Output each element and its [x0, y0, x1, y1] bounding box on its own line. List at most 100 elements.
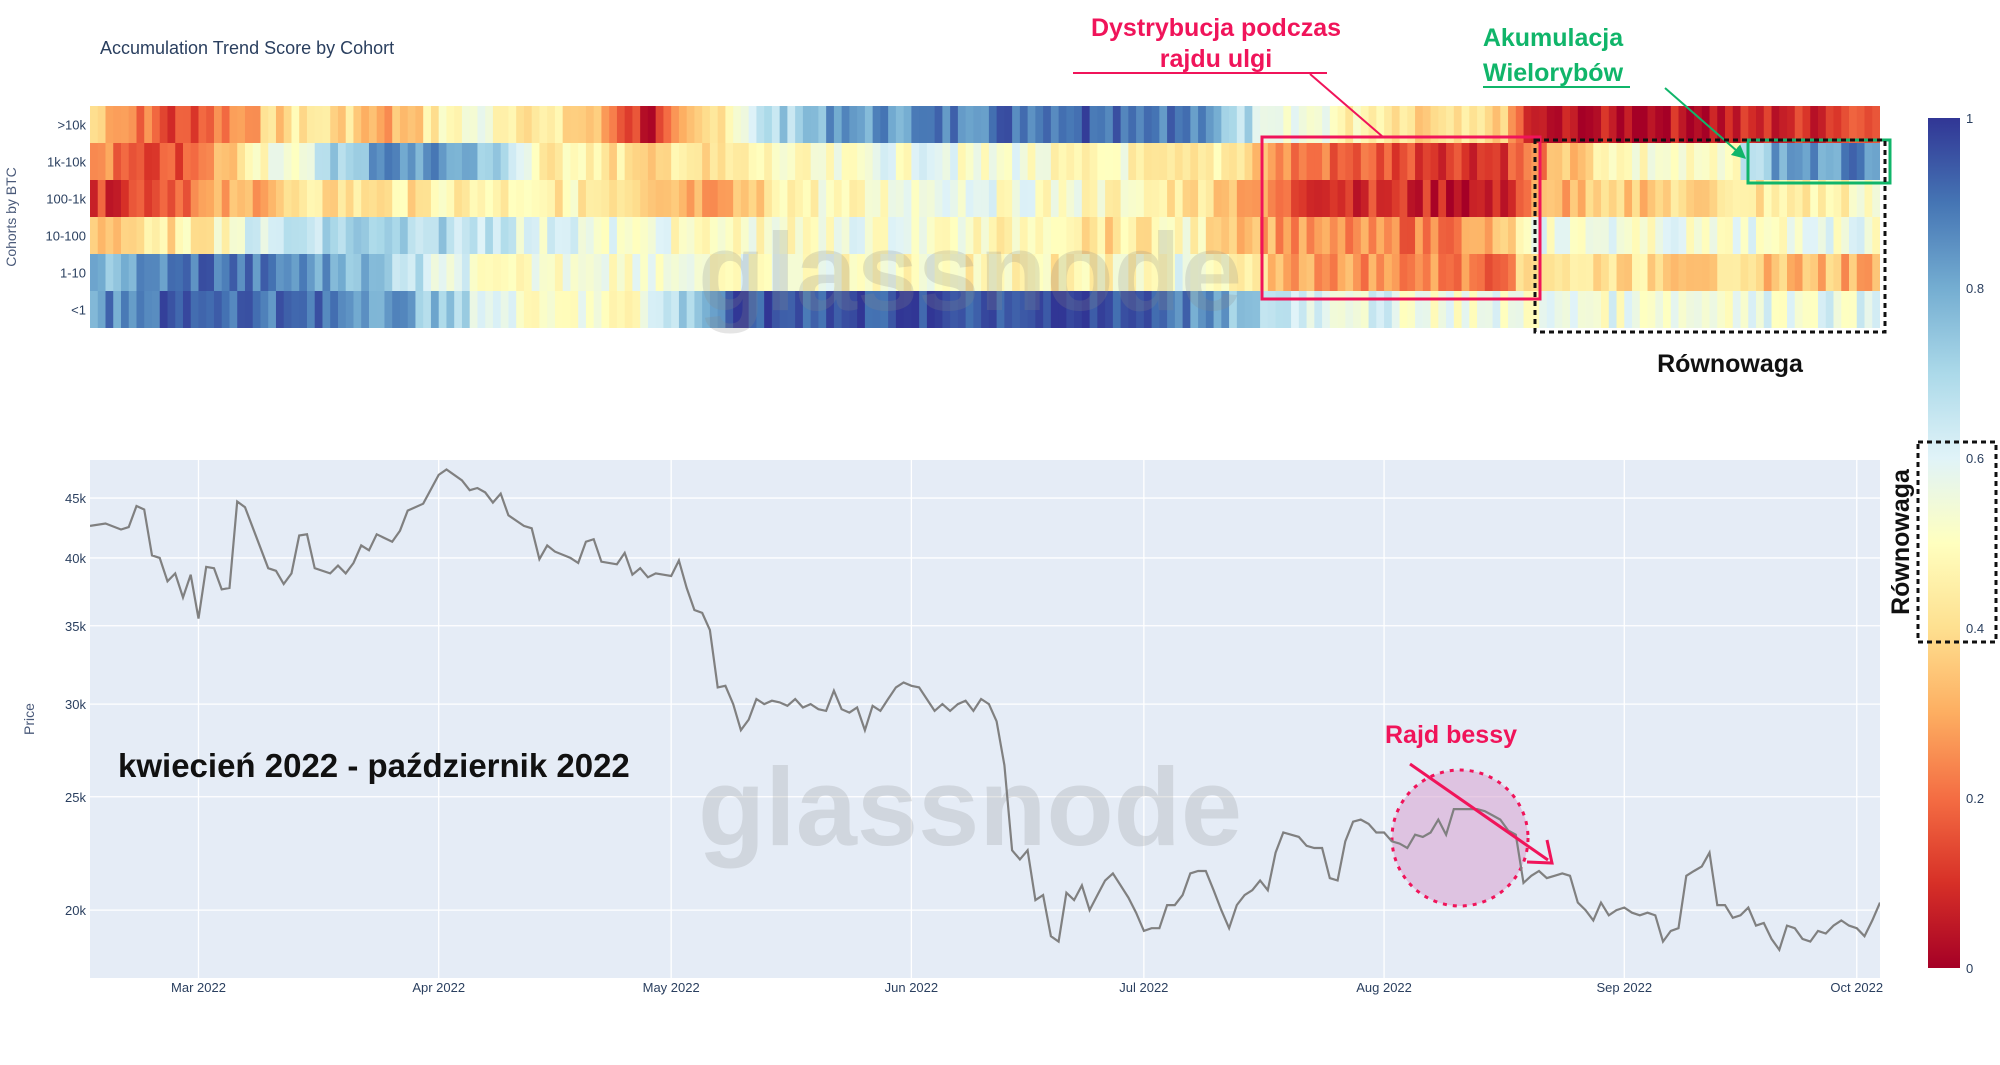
heatmap-cell: [1539, 254, 1548, 292]
heatmap-cell: [1562, 291, 1571, 328]
heatmap-cell: [1446, 291, 1455, 328]
heatmap-cell: [1035, 106, 1044, 144]
heatmap-cell: [415, 217, 424, 255]
heatmap-cell: [1066, 180, 1075, 218]
heatmap-cell: [973, 217, 982, 255]
heatmap-cell: [1337, 254, 1346, 292]
heatmap-cell: [500, 254, 510, 292]
heatmap-cell: [159, 254, 169, 292]
heatmap-cell: [647, 143, 657, 181]
heatmap-cell: [864, 254, 874, 292]
heatmap-cell: [492, 254, 502, 292]
heatmap-cell: [725, 291, 734, 328]
heatmap-cell: [1283, 254, 1292, 292]
heatmap-cell: [981, 254, 990, 292]
heatmap-cell: [864, 180, 874, 218]
heatmap-cell: [1570, 217, 1579, 255]
heatmap-cell: [1229, 143, 1238, 181]
heatmap-cell: [849, 143, 858, 181]
heatmap-cell: [461, 143, 471, 181]
heatmap-cell: [1818, 254, 1827, 292]
heatmap-cell: [1244, 180, 1253, 218]
heatmap-cell: [1360, 291, 1370, 328]
heatmap-cell: [1360, 143, 1370, 181]
heatmap-cell: [686, 106, 696, 144]
heatmap-cell: [1701, 291, 1711, 328]
heatmap-cell: [1314, 180, 1323, 218]
heatmap-cell: [128, 180, 138, 218]
heatmap-cell: [1539, 180, 1548, 218]
heatmap-cell: [795, 106, 804, 144]
heatmap-cell: [1856, 291, 1866, 328]
heatmap-cell: [1399, 143, 1408, 181]
heatmap-cell: [771, 217, 781, 255]
heatmap-cell: [1593, 217, 1602, 255]
heatmap-cell: [508, 217, 517, 255]
heatmap-cell: [1802, 143, 1811, 181]
heatmap-cell: [1229, 106, 1238, 144]
heatmap-cell: [182, 143, 192, 181]
heatmap-cell: [655, 143, 665, 181]
heatmap-cell: [1484, 291, 1494, 328]
heatmap-cell: [562, 180, 572, 218]
heatmap-cell: [539, 143, 548, 181]
heatmap-cell: [1415, 217, 1424, 255]
heatmap-cell: [1694, 106, 1703, 144]
heatmap-cell: [632, 254, 641, 292]
heatmap-cell: [1267, 291, 1277, 328]
heatmap-cell: [1205, 180, 1215, 218]
heatmap-cell: [903, 217, 912, 255]
heatmap-cell: [694, 217, 703, 255]
heatmap-cell: [934, 291, 943, 328]
heatmap-cell: [322, 180, 331, 218]
heatmap-cell: [616, 180, 626, 218]
heatmap-cell: [90, 254, 99, 292]
heatmap-cell: [1655, 143, 1664, 181]
heatmap-cell: [423, 106, 432, 144]
heatmap-cell: [376, 143, 386, 181]
heatmap-cell: [144, 291, 153, 328]
heatmap-cell: [415, 254, 424, 292]
heatmap-cell: [206, 180, 215, 218]
heatmap-cell: [616, 291, 626, 328]
heatmap-cell: [299, 291, 308, 328]
heatmap-cell: [299, 217, 308, 255]
heatmap-cell: [616, 106, 626, 144]
heatmap-cell: [1624, 254, 1633, 292]
heatmap-cell: [1562, 254, 1571, 292]
heatmap-cell: [911, 106, 920, 144]
heatmap-cell: [957, 217, 967, 255]
heatmap-cell: [585, 291, 595, 328]
heatmap-cell: [1446, 180, 1455, 218]
heatmap-cell: [1267, 217, 1277, 255]
heatmap-cell: [570, 254, 579, 292]
price-x-tick-labels: Mar 2022 Apr 2022 May 2022 Jun 2022 Jul 2022…: [171, 980, 1883, 995]
heatmap-cell: [764, 143, 773, 181]
heatmap-cell: [461, 180, 471, 218]
heatmap-cell: [562, 217, 572, 255]
heatmap-cell: [454, 217, 463, 255]
heatmap-cell: [1306, 217, 1315, 255]
heatmap-cell: [322, 291, 331, 328]
heatmap-cell: [973, 254, 982, 292]
heatmap-cell: [1740, 254, 1749, 292]
heatmap-cell: [399, 217, 409, 255]
heatmap-cell: [423, 254, 432, 292]
heatmap-cell: [686, 291, 696, 328]
heatmap-cell: [1554, 254, 1563, 292]
heatmap-cell: [888, 180, 897, 218]
heatmap-cell: [252, 291, 262, 328]
price-y-axis-title: Price: [21, 703, 37, 735]
heatmap-cell: [229, 143, 238, 181]
heatmap-cell: [748, 291, 758, 328]
heatmap-cell: [1639, 180, 1649, 218]
heatmap-cell: [1756, 254, 1765, 292]
heatmap-cell: [90, 180, 99, 218]
heatmap-y-axis-title: Cohorts by BTC: [3, 167, 19, 267]
heatmap-cell: [1701, 180, 1711, 218]
heatmap-cell: [640, 180, 649, 218]
heatmap-cell: [1190, 291, 1199, 328]
heatmap-cell: [756, 143, 765, 181]
heatmap-cell: [415, 106, 424, 144]
heatmap-cell: [1461, 254, 1470, 292]
